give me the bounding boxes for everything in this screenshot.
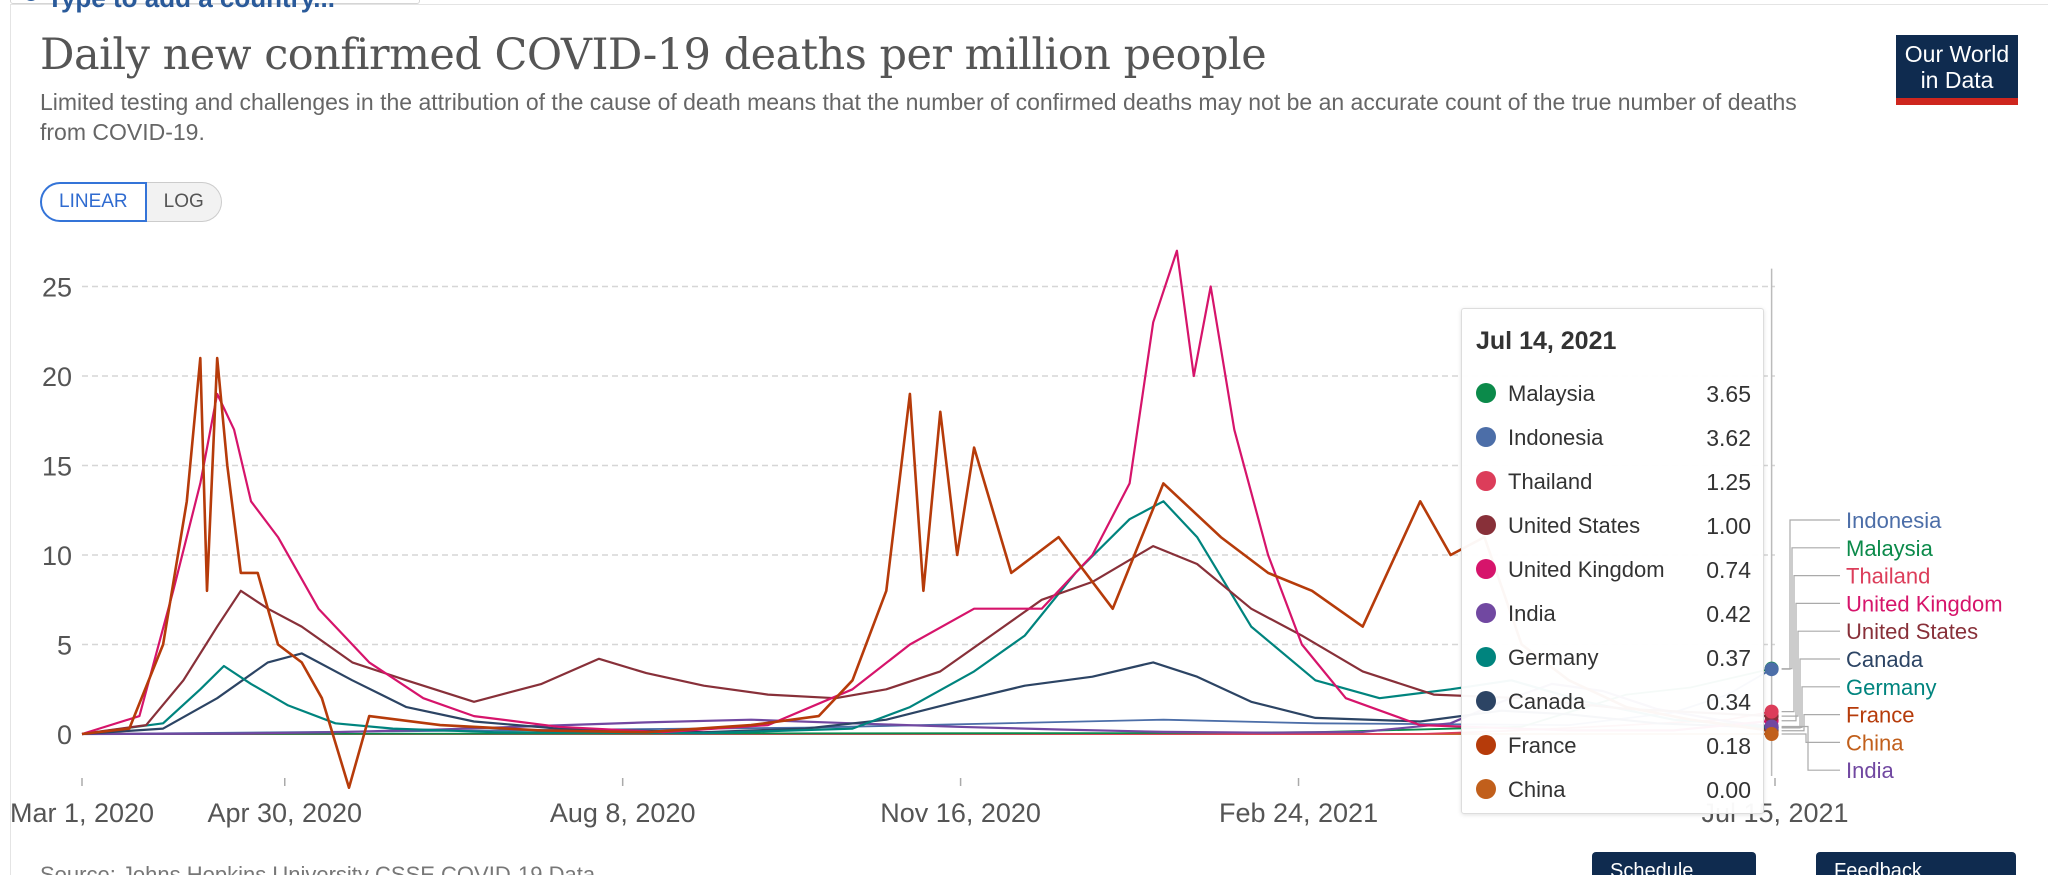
chart-title: Daily new confirmed COVID-19 deaths per … [40, 30, 1267, 80]
tooltip-value: 0.74 [1706, 557, 1751, 583]
tooltip-country: Malaysia [1508, 381, 1595, 406]
legend-connector [1781, 725, 1840, 771]
legend-label: Thailand [1846, 564, 1930, 589]
tooltip-country: India [1508, 601, 1556, 626]
tooltip-value: 0.42 [1706, 601, 1751, 627]
tooltip-value: 1.00 [1706, 513, 1751, 539]
tooltip-row: Indonesia 3.62 [1476, 417, 1751, 457]
owid-logo[interactable]: Our World in Data [1896, 35, 2018, 105]
tooltip-value: 0.18 [1706, 733, 1751, 759]
y-tick-label: 15 [42, 452, 72, 482]
legend-connector [1781, 602, 1840, 722]
y-tick-label: 20 [42, 362, 72, 392]
search-icon [23, 0, 39, 1]
legend-dot-icon [1476, 383, 1496, 403]
legend-dot-icon [1476, 515, 1496, 535]
series-line-germany [81, 500, 1772, 736]
tooltip-value: 3.65 [1706, 381, 1751, 407]
y-tick-label: 5 [57, 631, 72, 661]
tooltip-value: 3.62 [1706, 425, 1751, 451]
x-tick-label: Apr 30, 2020 [207, 798, 362, 828]
series-endpoint [1764, 704, 1779, 719]
legend-dot-icon [1476, 779, 1496, 799]
legend-dot-icon [1476, 427, 1496, 447]
tooltip-date: Jul 14, 2021 [1476, 327, 1617, 355]
hover-tooltip: Jul 14, 2021 Malaysia 3.65 Indonesia 3.62 Th… [1461, 308, 1764, 814]
tooltip-value: 0.34 [1706, 689, 1751, 715]
logo-line-2: in Data [1920, 67, 1994, 93]
series-line-canada [81, 652, 1772, 736]
x-tick-label: Nov 16, 2020 [880, 798, 1041, 828]
header-divider [10, 4, 2048, 5]
series-line-france [81, 356, 1772, 790]
tooltip-row: Germany 0.37 [1476, 637, 1751, 677]
tooltip-country: United States [1508, 513, 1641, 538]
legend-label: United Kingdom [1846, 591, 2003, 616]
country-search-input[interactable]: Type to add a country... [10, 0, 420, 13]
legend-dot-icon [1476, 559, 1496, 579]
y-tick-label: 10 [42, 541, 72, 571]
search-placeholder: Type to add a country... [47, 0, 335, 14]
series-line-united-states [81, 545, 1772, 736]
legend-dot-icon [1476, 735, 1496, 755]
chart-subtitle: Limited testing and challenges in the at… [40, 89, 1797, 145]
tooltip-value: 1.25 [1706, 469, 1751, 495]
x-tick-label: Aug 8, 2020 [550, 798, 696, 828]
series-endpoint [1764, 727, 1779, 741]
legend-connector [1781, 547, 1840, 670]
legend-label: United States [1846, 619, 1978, 644]
legend-dot-icon [1476, 471, 1496, 491]
tooltip-value: 0.00 [1706, 777, 1751, 803]
series-endpoint [1764, 662, 1779, 677]
legend-connector [1781, 575, 1840, 713]
legend-label: Malaysia [1846, 536, 1934, 561]
legend-label: Germany [1846, 675, 1936, 700]
tooltip-country: France [1508, 733, 1577, 758]
tooltip-row: United States 1.00 [1476, 505, 1751, 545]
source-note: Source: Johns Hopkins University CSSE CO… [40, 862, 596, 875]
legend-label: India [1846, 758, 1894, 783]
legend-dot-icon [1476, 603, 1496, 623]
legend-dot-icon [1476, 691, 1496, 711]
x-tick-label: Feb 24, 2021 [1219, 798, 1378, 828]
log-scale-button[interactable]: LOG [146, 182, 222, 222]
legend-label: France [1846, 703, 1914, 728]
linear-scale-button[interactable]: LINEAR [40, 182, 147, 222]
tooltip-row: India 0.42 [1476, 593, 1751, 633]
schedule-button[interactable]: Schedule [1592, 852, 1756, 875]
y-tick-label: 0 [57, 720, 72, 750]
series-line-united-kingdom [81, 249, 1772, 736]
x-tick-label: Mar 1, 2020 [10, 798, 154, 828]
tooltip-row: China 0.00 [1476, 769, 1751, 809]
tooltip-row: Canada 0.34 [1476, 681, 1751, 721]
legend-label: Canada [1846, 647, 1924, 672]
tooltip-value: 0.37 [1706, 645, 1751, 671]
legend-connector [1781, 519, 1840, 670]
tooltip-country: Indonesia [1508, 425, 1604, 450]
tooltip-row: Malaysia 3.65 [1476, 373, 1751, 413]
legend-connector [1781, 630, 1840, 717]
legend-connector [1781, 733, 1840, 743]
legend-connector [1781, 686, 1840, 728]
tooltip-country: China [1508, 777, 1566, 802]
tooltip-country: Thailand [1508, 469, 1593, 494]
legend-label: China [1846, 730, 1904, 755]
tooltip-country: Germany [1508, 645, 1599, 670]
scale-toggle: LINEAR LOG [40, 182, 222, 222]
y-tick-label: 25 [42, 273, 72, 303]
logo-line-1: Our World [1904, 41, 2010, 67]
tooltip-country: United Kingdom [1508, 557, 1665, 582]
tooltip-row: France 0.18 [1476, 725, 1751, 765]
tooltip-row: Thailand 1.25 [1476, 461, 1751, 501]
left-border [10, 4, 11, 875]
feedback-button[interactable]: Feedback [1816, 852, 2016, 875]
legend-connector [1781, 714, 1840, 732]
legend-label: Indonesia [1846, 508, 1942, 533]
tooltip-country: Canada [1508, 689, 1586, 714]
legend-dot-icon [1476, 647, 1496, 667]
tooltip-row: United Kingdom 0.74 [1476, 549, 1751, 589]
